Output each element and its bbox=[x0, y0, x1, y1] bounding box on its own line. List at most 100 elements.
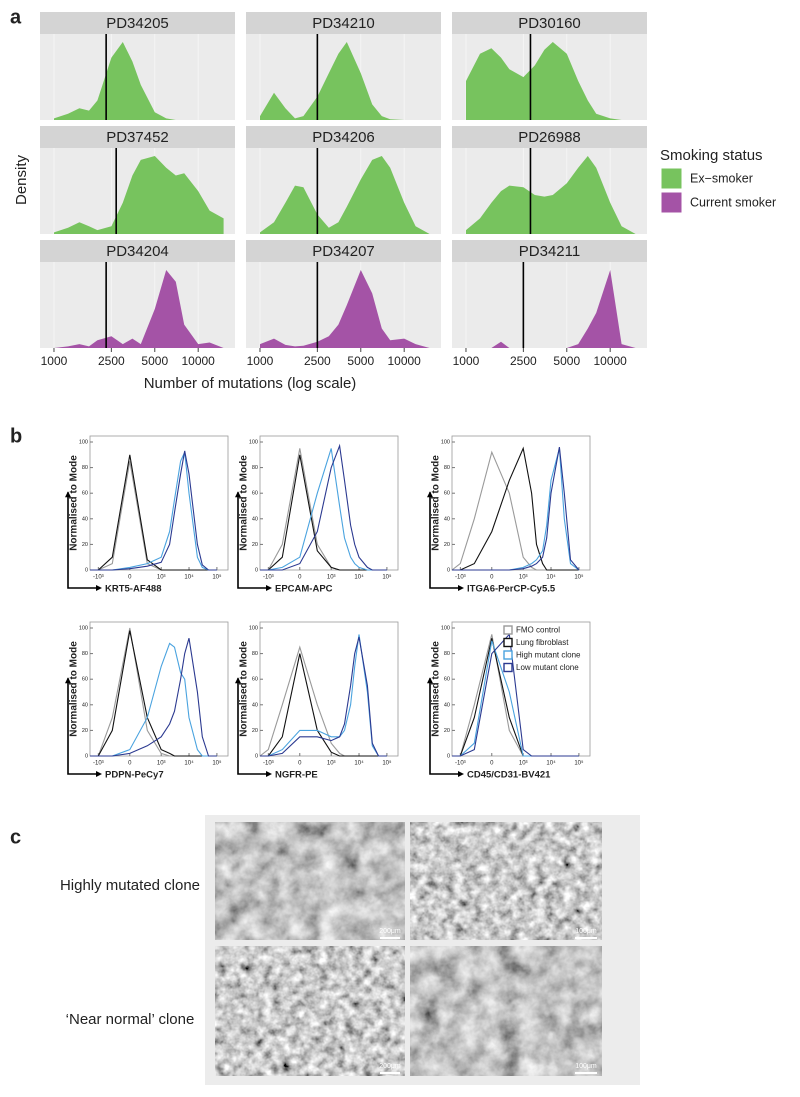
panel-label: a bbox=[10, 6, 22, 28]
y-tick-label: 80 bbox=[444, 651, 450, 657]
facet-title: PD34205 bbox=[106, 15, 169, 32]
plot-frame bbox=[89, 435, 229, 571]
histogram-curve bbox=[452, 447, 580, 571]
arrow-head bbox=[65, 677, 71, 684]
y-axis-label: Normalised to Mode bbox=[69, 455, 80, 551]
y-axis-label: Normalised to Mode bbox=[431, 641, 442, 737]
x-tick-label: -10³ bbox=[263, 575, 274, 581]
strip bbox=[246, 240, 441, 262]
x-tick-label: 10³ bbox=[327, 761, 336, 767]
arrow-head bbox=[235, 491, 241, 498]
y-tick-label: 60 bbox=[252, 491, 258, 497]
legend-label: Ex−smoker bbox=[690, 171, 753, 185]
facet-title: PD34206 bbox=[312, 129, 375, 146]
y-tick-label: 80 bbox=[82, 651, 88, 657]
micrograph bbox=[215, 946, 405, 1076]
arrow-head bbox=[266, 585, 272, 591]
x-tick-label: 5000 bbox=[141, 354, 168, 368]
y-tick-label: 100 bbox=[249, 625, 258, 631]
x-tick-label: 10³ bbox=[519, 761, 528, 767]
legend-swatch bbox=[503, 625, 513, 635]
y-tick-label: 100 bbox=[441, 625, 450, 631]
y-tick-label: 20 bbox=[82, 728, 88, 734]
x-axis-label: CD45/CD31-BV421 bbox=[467, 770, 551, 781]
scale-bar-label: 100μm bbox=[575, 1063, 597, 1070]
x-tick-label: 0 bbox=[298, 575, 302, 581]
histogram-curve bbox=[260, 636, 387, 757]
histogram-curve bbox=[90, 642, 217, 757]
x-tick-label: -10³ bbox=[93, 761, 104, 767]
y-tick-label: 20 bbox=[444, 542, 450, 548]
density-area bbox=[466, 42, 636, 120]
axis-arrow bbox=[237, 678, 270, 775]
axis-arrow bbox=[429, 492, 462, 589]
histogram-curve bbox=[260, 443, 387, 571]
micrograph bbox=[410, 822, 602, 940]
y-axis-label: Normalised to Mode bbox=[431, 455, 442, 551]
x-tick-label: -10³ bbox=[93, 575, 104, 581]
x-tick-label: 1000 bbox=[453, 354, 480, 368]
legend-swatch bbox=[660, 191, 683, 214]
y-tick-label: 80 bbox=[444, 465, 450, 471]
y-tick-label: 100 bbox=[79, 625, 88, 631]
x-tick-label: 10⁴ bbox=[184, 760, 194, 767]
histogram-curve bbox=[90, 450, 217, 571]
y-tick-label: 40 bbox=[252, 516, 258, 522]
y-tick-label: 0 bbox=[255, 753, 258, 759]
y-tick-label: 100 bbox=[79, 439, 88, 445]
x-tick-label: 10⁵ bbox=[212, 574, 222, 581]
micrograph-panel: 200μm 100μm 200μm 100μm Highly mutated c… bbox=[10, 815, 640, 1085]
density-area bbox=[54, 270, 224, 348]
y-axis-label: Density bbox=[13, 154, 30, 205]
legend-swatch bbox=[503, 637, 513, 648]
histogram-curve bbox=[90, 630, 217, 757]
x-tick-label: 10000 bbox=[181, 354, 215, 368]
y-tick-label: 0 bbox=[447, 753, 450, 759]
strip bbox=[40, 12, 235, 34]
y-axis-label: Normalised to Mode bbox=[69, 641, 80, 737]
legend-label: Lung fibroblast bbox=[516, 638, 569, 647]
x-axis-label: Number of mutations (log scale) bbox=[144, 375, 357, 392]
density-area bbox=[466, 270, 636, 348]
legend-label: Low mutant clone bbox=[516, 663, 579, 672]
x-tick-label: 10³ bbox=[157, 575, 166, 581]
y-axis-label: Normalised to Mode bbox=[239, 641, 250, 737]
arrow-head bbox=[427, 491, 433, 498]
y-tick-label: 40 bbox=[444, 516, 450, 522]
x-tick-label: 10⁴ bbox=[354, 574, 364, 581]
x-tick-label: -10³ bbox=[455, 761, 466, 767]
x-tick-label: 1000 bbox=[247, 354, 274, 368]
y-tick-label: 0 bbox=[447, 567, 450, 573]
histogram-curve bbox=[260, 448, 387, 571]
x-axis-label: PDPN-PeCy7 bbox=[105, 770, 164, 781]
x-tick-label: 10000 bbox=[593, 354, 627, 368]
legend-swatch bbox=[503, 650, 513, 660]
x-tick-label: 0 bbox=[490, 761, 494, 767]
y-tick-label: 60 bbox=[444, 677, 450, 683]
y-tick-label: 20 bbox=[82, 542, 88, 548]
x-tick-label: 10⁵ bbox=[574, 574, 584, 581]
y-tick-label: 60 bbox=[82, 491, 88, 497]
density-area bbox=[54, 156, 224, 234]
y-tick-label: 0 bbox=[255, 567, 258, 573]
y-tick-label: 20 bbox=[252, 728, 258, 734]
y-tick-label: 20 bbox=[252, 542, 258, 548]
y-tick-label: 100 bbox=[249, 439, 258, 445]
x-tick-label: 2500 bbox=[304, 354, 331, 368]
y-tick-label: 0 bbox=[85, 753, 88, 759]
legend-label: High mutant clone bbox=[516, 651, 581, 660]
facet-title: PD37452 bbox=[106, 129, 169, 146]
y-tick-label: 40 bbox=[252, 702, 258, 708]
scale-bar-label: 200μm bbox=[379, 1063, 401, 1070]
density-area bbox=[54, 42, 224, 120]
histogram-curve bbox=[90, 454, 217, 571]
plot-frame bbox=[259, 435, 399, 571]
scale-bar-label: 100μm bbox=[575, 928, 597, 935]
x-tick-label: 1000 bbox=[41, 354, 68, 368]
y-tick-label: 40 bbox=[444, 702, 450, 708]
facet-title: PD34210 bbox=[312, 15, 375, 32]
row-label: ‘Near normal’ clone bbox=[66, 1011, 195, 1028]
x-axis-label: NGFR-PE bbox=[275, 770, 318, 781]
x-tick-label: 0 bbox=[128, 575, 132, 581]
